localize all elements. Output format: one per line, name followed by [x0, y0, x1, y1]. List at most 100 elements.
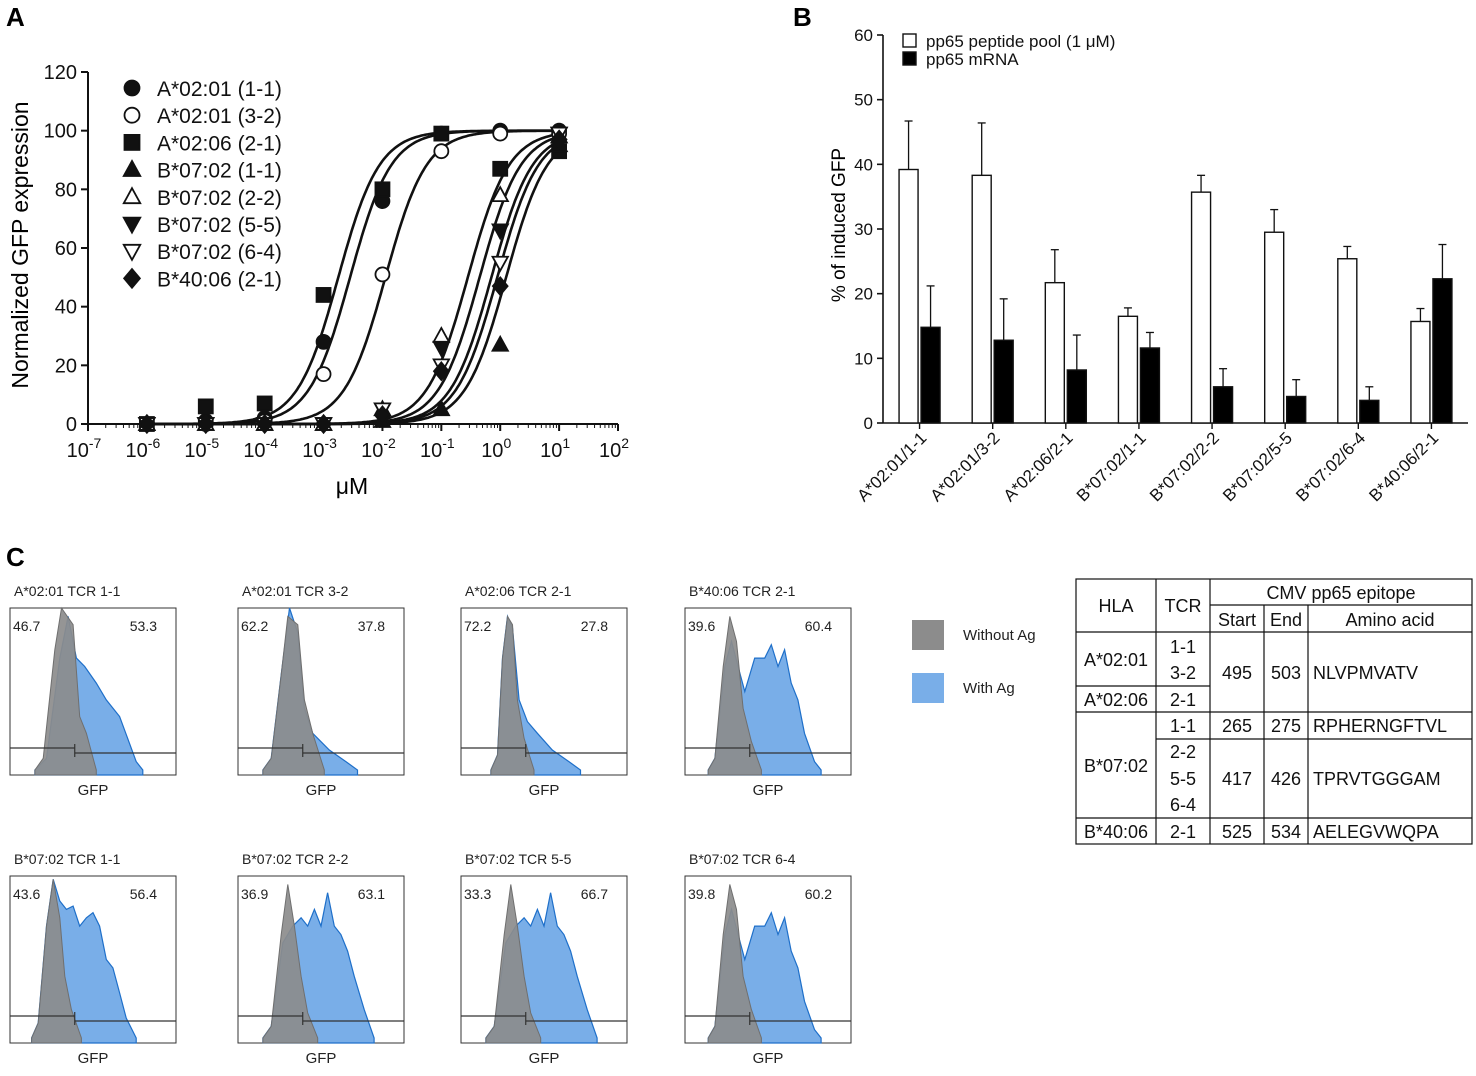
panel-a-data-point	[374, 181, 391, 198]
panel-b-x-tick-label: A*02:01/1-1	[853, 428, 930, 505]
panel-a-x-tick-label: 10-2	[361, 435, 396, 462]
panel-a-x-tick-exponent: -7	[89, 435, 102, 451]
histogram-right-percent: 27.8	[581, 618, 608, 634]
panel-a-legend-label: A*02:01 (3-2)	[157, 105, 282, 128]
panel-a-x-tick-exponent: 2	[621, 435, 629, 451]
panel-b-legend-label: pp65 mRNA	[926, 50, 1019, 69]
panel-b-x-tick-label: B*07:02/5-5	[1219, 428, 1296, 505]
histogram-without-ag-area	[34, 606, 97, 776]
histogram-title: B*07:02 TCR 2-2	[242, 851, 349, 867]
panel-b-y-tick-label: 20	[854, 285, 873, 304]
histogram-title: A*02:01 TCR 1-1	[14, 583, 121, 599]
histogram-without-ag-area	[485, 884, 542, 1044]
panel-a-data-point	[432, 340, 451, 358]
panel-a-x-tick-label: 10-4	[243, 435, 278, 462]
table-start-cell: 525	[1222, 822, 1252, 842]
panel-a-x-axis-title: μM	[336, 473, 368, 499]
histogram-left-percent: 39.6	[688, 618, 715, 634]
table-hla-cell: A*02:06	[1084, 690, 1148, 710]
panel-letter-c: C	[6, 542, 25, 572]
panel-b-bar	[1359, 399, 1380, 424]
histogram-title: B*40:06 TCR 2-1	[689, 583, 796, 599]
histogram-panel: A*02:01 TCR 1-1 46.7 53.3 GFP	[9, 583, 177, 799]
epitope-table: HLA TCR CMV pp65 epitope Start End Amino…	[1075, 578, 1473, 845]
histogram-title: A*02:01 TCR 3-2	[242, 583, 349, 599]
table-tcr-cell: 1-1	[1170, 637, 1196, 657]
panel-b-axes: 0 10 20 30 40 50 60 A*02:01/1-1A*02:01/3-2A*02:…	[853, 26, 1468, 505]
panel-a-x-tick-label: 102	[599, 435, 629, 462]
histogram-x-axis-label: GFP	[529, 782, 560, 799]
panel-a-data-point	[432, 326, 451, 343]
panel-a-y-tick-label: 0	[66, 414, 77, 436]
table-tcr-cell: 2-1	[1170, 822, 1196, 842]
table-aa-cell: AELEGVWQPA	[1313, 822, 1439, 842]
table-tcr-cell: 1-1	[1170, 716, 1196, 736]
histogram-left-percent: 62.2	[241, 618, 268, 634]
table-header-epitope-group: CMV pp65 epitope	[1266, 583, 1415, 603]
table-tcr-cell: 2-2	[1170, 742, 1196, 762]
panel-a-legend-marker	[123, 106, 141, 124]
table-end-cell: 426	[1271, 769, 1301, 789]
panel-a-data-point	[491, 223, 510, 241]
panel-b-x-tick-label: B*07:02/6-4	[1292, 428, 1369, 505]
panel-a-data-point	[491, 185, 510, 203]
histogram-without-ag-area	[262, 884, 319, 1044]
histogram-without-ag-area	[707, 884, 762, 1044]
table-header-amino-acid: Amino acid	[1345, 610, 1434, 630]
panel-b-y-axis-title: % of induced GFP	[829, 148, 850, 302]
panel-b-bar	[1212, 386, 1234, 424]
panel-a-x-tick-exponent: -4	[266, 435, 279, 451]
panel-a-x-tick-exponent: 1	[562, 435, 570, 451]
panel-b-x-tick-label: A*02:01/3-2	[927, 428, 1004, 505]
panel-b-bar	[1263, 231, 1285, 424]
panel-a-y-tick-label: 20	[55, 355, 77, 377]
panel-b-legend-swatch	[902, 33, 917, 48]
table-aa-cell: TPRVTGGGAM	[1313, 769, 1441, 789]
panel-b-bar	[971, 174, 992, 424]
panel-a-data-point	[491, 275, 509, 297]
panel-a-data-point	[432, 361, 450, 382]
histogram-panel: A*02:06 TCR 2-1 72.2 27.8 GFP	[460, 583, 628, 799]
panel-a-data-point	[433, 143, 450, 160]
table-start-cell: 495	[1222, 663, 1252, 683]
panel-b-y-tick-label: 10	[854, 349, 873, 368]
panel-b-bar	[1139, 347, 1161, 424]
legend-label-without-ag: Without Ag	[963, 627, 1036, 644]
histogram-right-percent: 66.7	[581, 886, 608, 902]
panel-b-bar	[1337, 258, 1358, 424]
histogram-without-ag-area	[31, 879, 82, 1044]
panel-a-legend-marker	[122, 186, 142, 205]
table-tcr-cell: 3-2	[1170, 663, 1196, 683]
histogram-x-axis-label: GFP	[78, 1050, 109, 1067]
histogram-right-percent: 63.1	[358, 886, 385, 902]
panel-a-points	[137, 122, 569, 435]
panel-a-data-point	[491, 255, 510, 273]
panel-a-data-point	[550, 129, 568, 150]
panel-a-legend-marker	[123, 133, 141, 151]
table-aa-cell: NLVPMVATV	[1313, 663, 1418, 683]
panel-a-data-point	[256, 395, 273, 412]
panel-b-y-tick-label: 30	[854, 220, 873, 239]
histogram-panel: B*40:06 TCR 2-1 39.6 60.4 GFP	[684, 583, 852, 799]
histogram-right-percent: 56.4	[130, 886, 157, 902]
table-hla-cell: A*02:01	[1084, 650, 1148, 670]
table-header-tcr: TCR	[1165, 596, 1202, 616]
histogram-without-ag-area	[707, 616, 762, 776]
panel-a-y-tick-label: 40	[55, 297, 77, 319]
panel-b-bar	[1432, 278, 1453, 424]
panel-letter-a: A	[6, 2, 25, 32]
panel-a-data-point	[197, 413, 215, 435]
panel-a-legend-label: B*40:06 (2-1)	[157, 268, 282, 291]
histogram-left-percent: 43.6	[13, 886, 40, 902]
histogram-title: B*07:02 TCR 5-5	[465, 851, 572, 867]
panel-b-y-tick-label: 60	[854, 26, 873, 45]
histogram-panel: A*02:01 TCR 3-2 62.2 37.8 GFP	[237, 583, 405, 799]
panel-a-y-tick-label: 120	[44, 62, 77, 84]
table-header-hla: HLA	[1098, 596, 1133, 616]
histogram-x-axis-label: GFP	[753, 782, 784, 799]
panel-a-legend-marker	[122, 243, 142, 262]
histogram-panel: B*07:02 TCR 6-4 39.8 60.2 GFP	[684, 851, 852, 1067]
panel-b-bar	[1066, 369, 1088, 424]
